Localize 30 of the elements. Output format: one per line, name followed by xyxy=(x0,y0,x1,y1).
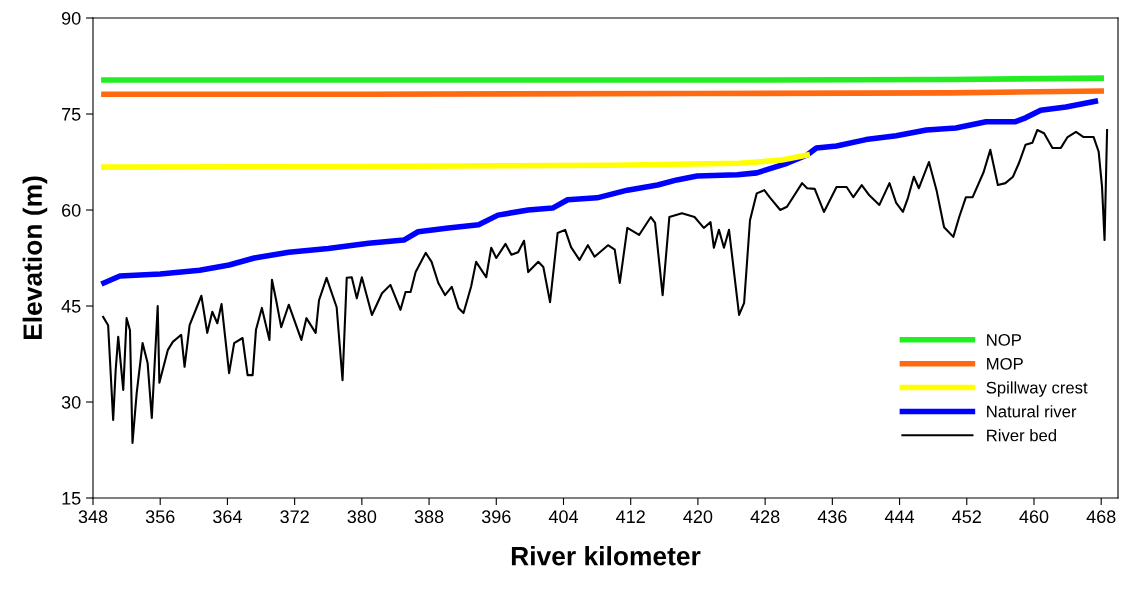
x-tick-label: 452 xyxy=(952,510,981,524)
x-tick-label: 404 xyxy=(548,510,579,524)
legend-label: MOP xyxy=(987,357,1023,370)
x-tick-label: 460 xyxy=(1019,510,1049,524)
x-tick-label: 356 xyxy=(145,510,175,524)
y-tick-label: 90 xyxy=(61,11,81,25)
legend-label: Spillway crest xyxy=(986,381,1088,397)
x-tick-label: 444 xyxy=(884,510,915,523)
line-series xyxy=(102,128,1109,444)
x-axis-title: River kilometer xyxy=(511,546,701,566)
x-tick-label: 428 xyxy=(750,510,780,524)
legend-label: River bed xyxy=(987,429,1056,442)
x-tick-label: 348 xyxy=(78,510,108,524)
x-tick-label: 468 xyxy=(1086,510,1116,524)
x-tick-label: 420 xyxy=(683,510,713,524)
x-tick-label: 372 xyxy=(280,510,309,524)
x-tick-label: 412 xyxy=(616,510,645,523)
x-tick-label: 364 xyxy=(213,510,242,524)
x-tick-label: 436 xyxy=(817,510,847,524)
y-tick-label: 15 xyxy=(62,492,81,505)
legend-label: Natural river xyxy=(987,405,1077,418)
x-tick-label: 396 xyxy=(481,510,511,524)
y-tick-label: 45 xyxy=(61,300,81,313)
y-axis-title: Elevation (m) xyxy=(22,176,48,340)
x-tick-label: 380 xyxy=(347,510,377,524)
legend-label: NOP xyxy=(987,334,1021,346)
x-tick-label: 388 xyxy=(414,510,444,524)
y-tick-label: 30 xyxy=(61,395,81,409)
y-tick-label: 75 xyxy=(62,108,81,121)
y-tick-label: 60 xyxy=(62,203,81,217)
